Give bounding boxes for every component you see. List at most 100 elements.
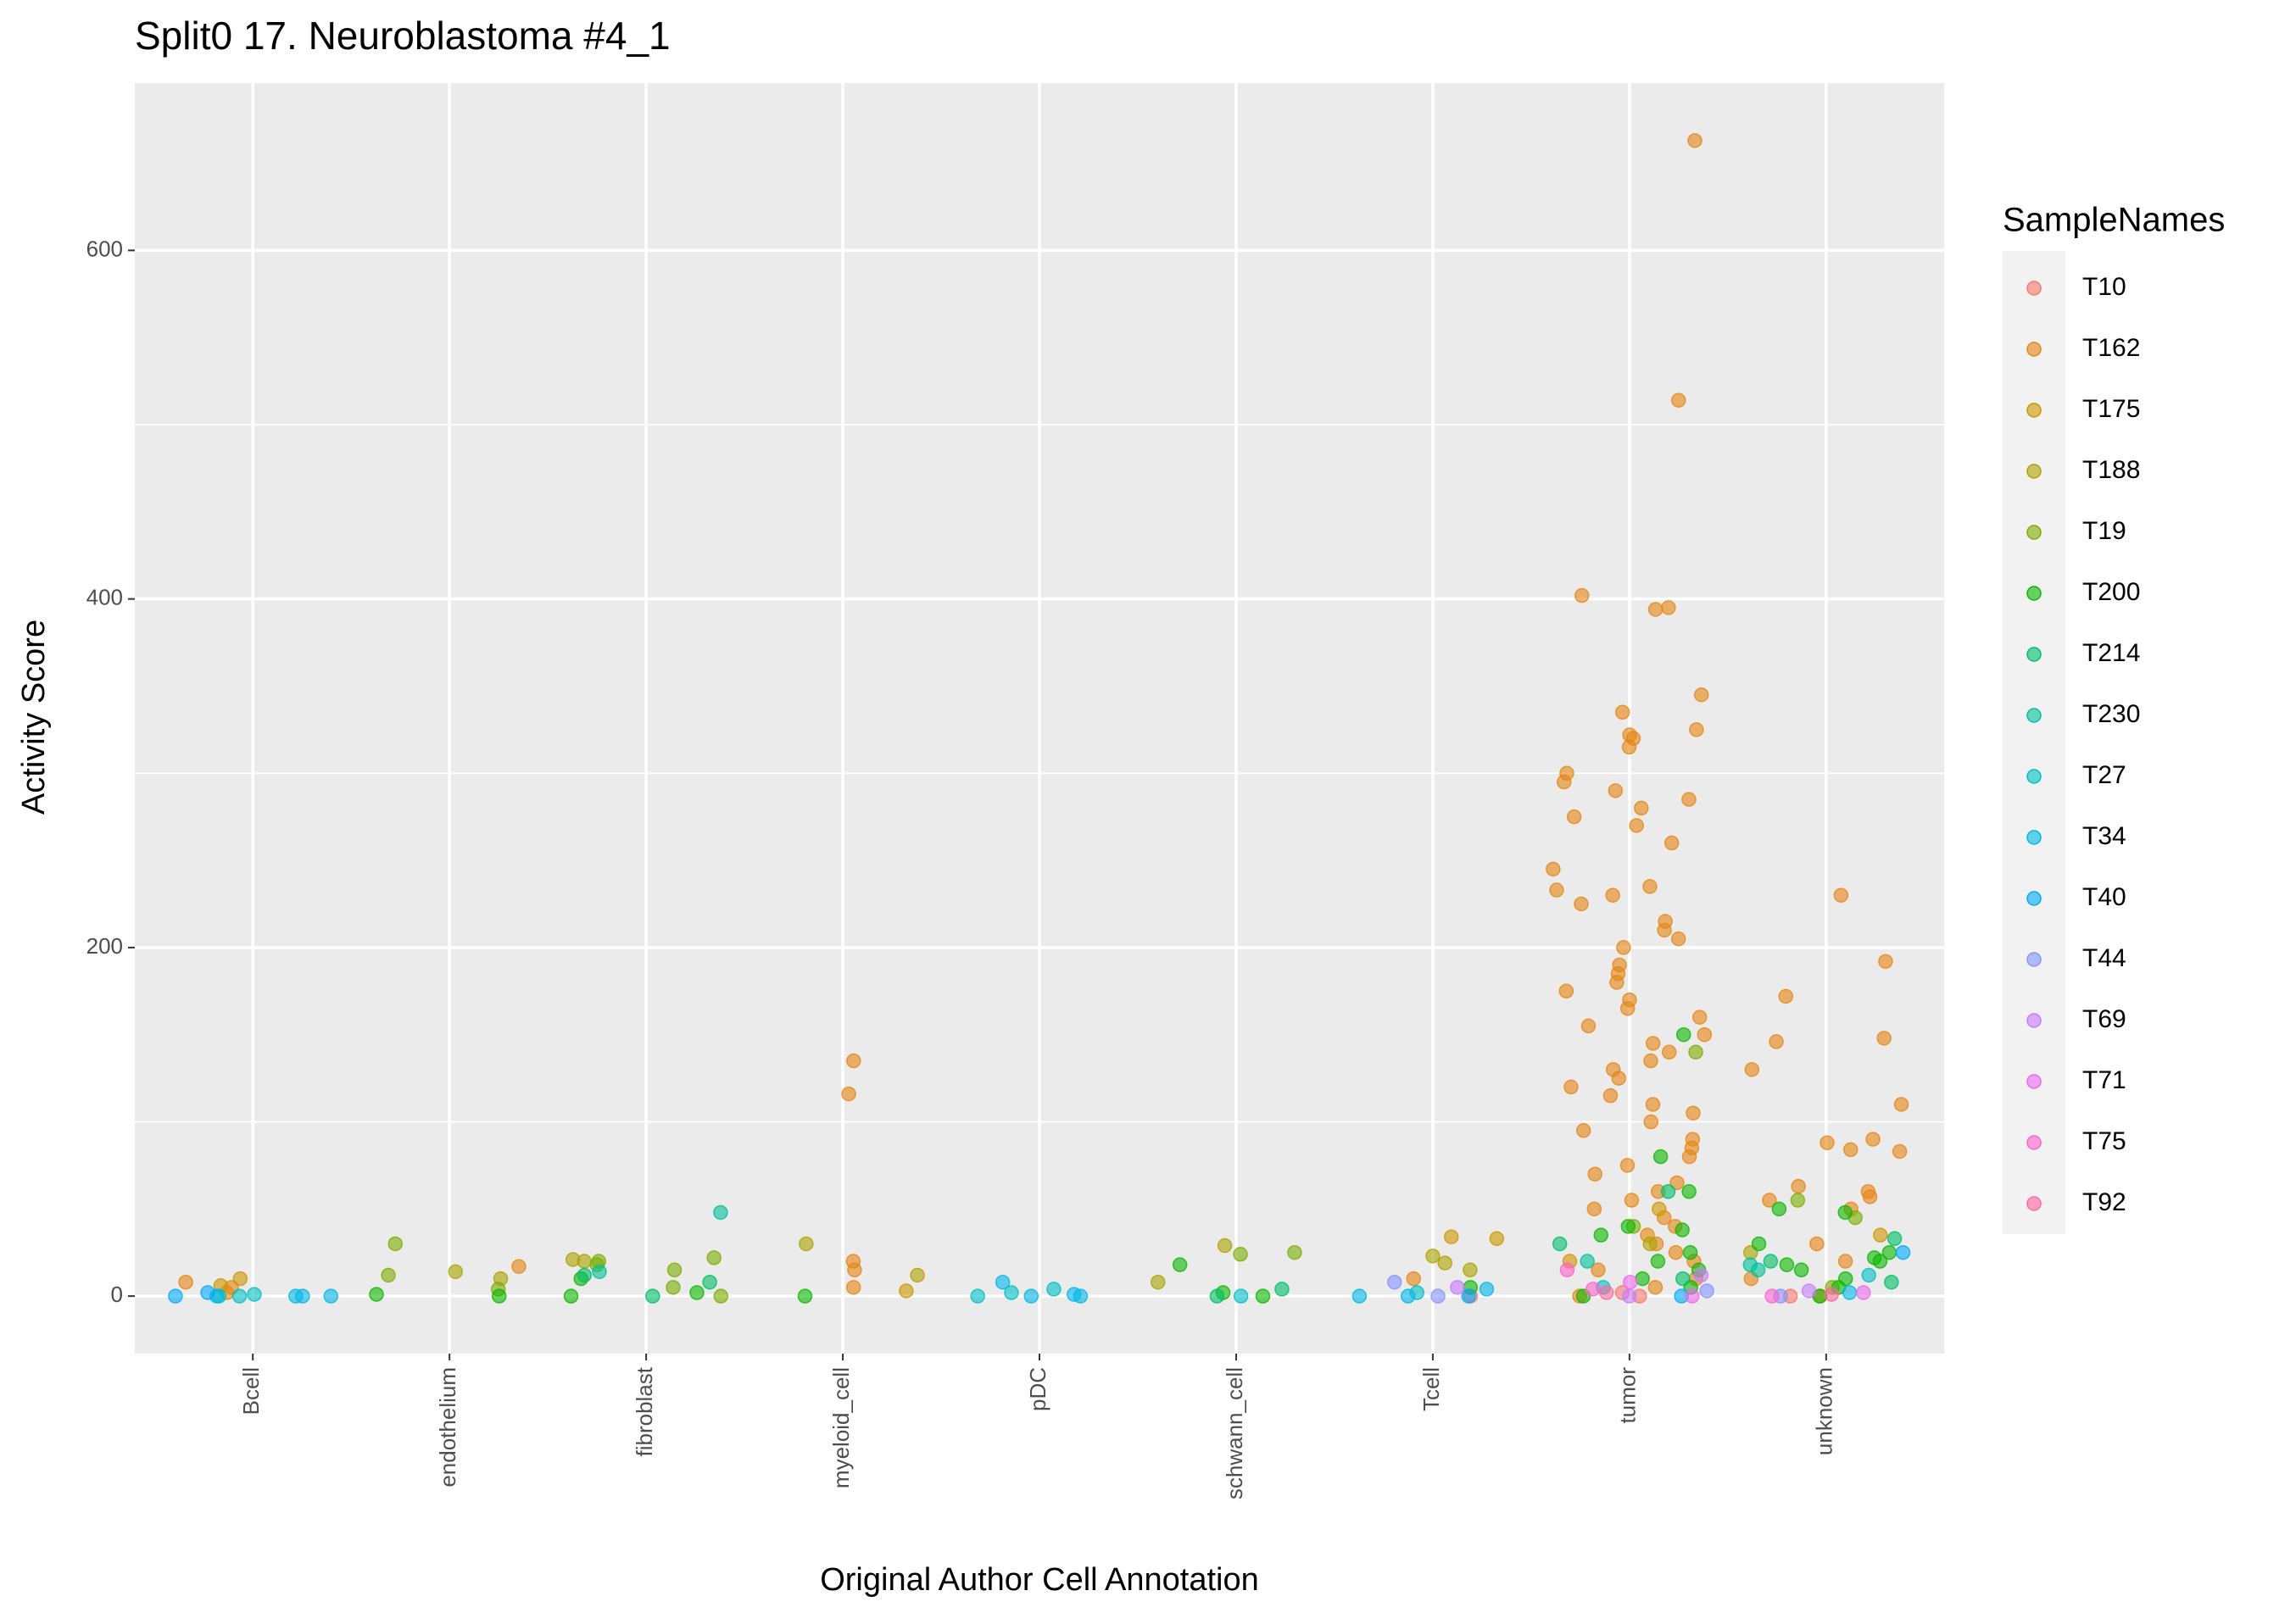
data-point bbox=[1833, 887, 1849, 903]
data-point bbox=[1893, 1097, 1909, 1112]
data-point bbox=[1652, 1201, 1667, 1217]
data-point bbox=[1643, 1053, 1658, 1069]
data-point bbox=[1884, 1274, 1899, 1290]
x-tick-label: Tcell bbox=[1418, 1367, 1444, 1411]
data-point bbox=[1635, 1271, 1650, 1287]
data-point bbox=[1764, 1288, 1780, 1304]
data-point bbox=[1559, 1262, 1575, 1278]
data-point bbox=[1023, 1288, 1039, 1304]
data-point bbox=[1558, 983, 1574, 999]
data-point bbox=[1670, 931, 1686, 947]
legend-label: T10 bbox=[2082, 273, 2126, 301]
data-point bbox=[970, 1288, 985, 1304]
data-point bbox=[702, 1274, 717, 1290]
data-point bbox=[1602, 1087, 1619, 1104]
data-point bbox=[1593, 1227, 1609, 1243]
x-tick-label: unknown bbox=[1812, 1367, 1837, 1455]
data-point bbox=[1693, 1267, 1709, 1283]
data-point bbox=[713, 1204, 728, 1221]
data-point bbox=[1255, 1288, 1271, 1304]
data-point bbox=[845, 1280, 861, 1295]
data-point bbox=[1437, 1255, 1453, 1271]
data-point bbox=[1801, 1283, 1817, 1299]
data-point bbox=[1575, 1123, 1591, 1138]
data-point bbox=[1647, 602, 1663, 617]
x-axis-title: Original Author Cell Annotation bbox=[820, 1562, 1259, 1598]
data-point bbox=[1892, 1143, 1908, 1160]
data-point bbox=[1400, 1288, 1416, 1304]
data-point bbox=[1837, 1204, 1853, 1221]
data-point bbox=[1004, 1285, 1019, 1300]
data-point bbox=[1689, 722, 1704, 737]
points bbox=[168, 133, 1911, 1304]
data-point bbox=[1642, 1236, 1658, 1252]
legend-key bbox=[2026, 342, 2042, 357]
data-point bbox=[1650, 1254, 1666, 1269]
data-point bbox=[232, 1271, 248, 1287]
data-point bbox=[1676, 1026, 1691, 1043]
x-tick-label: schwann_cell bbox=[1222, 1367, 1247, 1499]
legend-key bbox=[2026, 1196, 2042, 1211]
legend-label: T92 bbox=[2082, 1188, 2126, 1216]
data-point bbox=[1611, 1071, 1626, 1086]
data-point bbox=[1233, 1247, 1248, 1262]
data-point bbox=[1750, 1262, 1766, 1278]
data-point bbox=[1591, 1262, 1606, 1278]
data-point bbox=[713, 1288, 729, 1304]
data-point bbox=[1671, 392, 1686, 408]
x-tick-label: tumor bbox=[1615, 1367, 1641, 1424]
data-point bbox=[592, 1264, 607, 1280]
data-point bbox=[1862, 1189, 1878, 1204]
data-point bbox=[1837, 1254, 1853, 1269]
data-point bbox=[1621, 1288, 1637, 1304]
data-point bbox=[1634, 800, 1649, 816]
data-point bbox=[511, 1259, 527, 1274]
data-point bbox=[1574, 896, 1589, 912]
data-point bbox=[1274, 1282, 1290, 1297]
data-point bbox=[295, 1288, 310, 1304]
data-point bbox=[1668, 1244, 1684, 1260]
y-tick-label: 200 bbox=[86, 933, 123, 959]
data-point bbox=[247, 1287, 262, 1302]
data-point bbox=[1652, 1148, 1669, 1165]
legend-key bbox=[2026, 830, 2042, 845]
x-tick-label: myeloid_cell bbox=[828, 1367, 854, 1488]
data-point bbox=[1461, 1288, 1476, 1304]
data-point bbox=[1629, 818, 1644, 833]
legend-key bbox=[2026, 647, 2042, 662]
data-point bbox=[1566, 809, 1582, 825]
data-point bbox=[1699, 1283, 1714, 1299]
data-point bbox=[1660, 1184, 1676, 1199]
data-point bbox=[799, 1236, 814, 1252]
data-point bbox=[1793, 1262, 1809, 1278]
data-point bbox=[577, 1254, 592, 1269]
data-point bbox=[1287, 1244, 1302, 1260]
data-point bbox=[1233, 1288, 1249, 1304]
data-point bbox=[1598, 1285, 1614, 1300]
data-point bbox=[1614, 704, 1630, 720]
data-point bbox=[1151, 1274, 1166, 1290]
legend-label: T214 bbox=[2082, 639, 2140, 667]
data-point bbox=[1778, 988, 1793, 1004]
data-point bbox=[1791, 1178, 1806, 1194]
data-point bbox=[1172, 1257, 1188, 1272]
data-point bbox=[1809, 1236, 1825, 1252]
data-point bbox=[1643, 1114, 1658, 1130]
data-point bbox=[563, 1288, 579, 1304]
data-point bbox=[1681, 792, 1697, 807]
data-point bbox=[1046, 1282, 1062, 1297]
data-point bbox=[387, 1236, 403, 1252]
data-point bbox=[1645, 1036, 1661, 1051]
data-point bbox=[1552, 1236, 1568, 1252]
data-point bbox=[1463, 1262, 1478, 1278]
data-point bbox=[491, 1288, 507, 1304]
data-point bbox=[846, 1053, 861, 1069]
legend-label: T40 bbox=[2082, 883, 2126, 911]
data-point bbox=[1763, 1254, 1779, 1269]
legend-label: T200 bbox=[2082, 578, 2140, 606]
data-point bbox=[1489, 1231, 1505, 1247]
data-point bbox=[1872, 1254, 1888, 1269]
data-point bbox=[1587, 1166, 1602, 1182]
data-point bbox=[666, 1262, 683, 1278]
